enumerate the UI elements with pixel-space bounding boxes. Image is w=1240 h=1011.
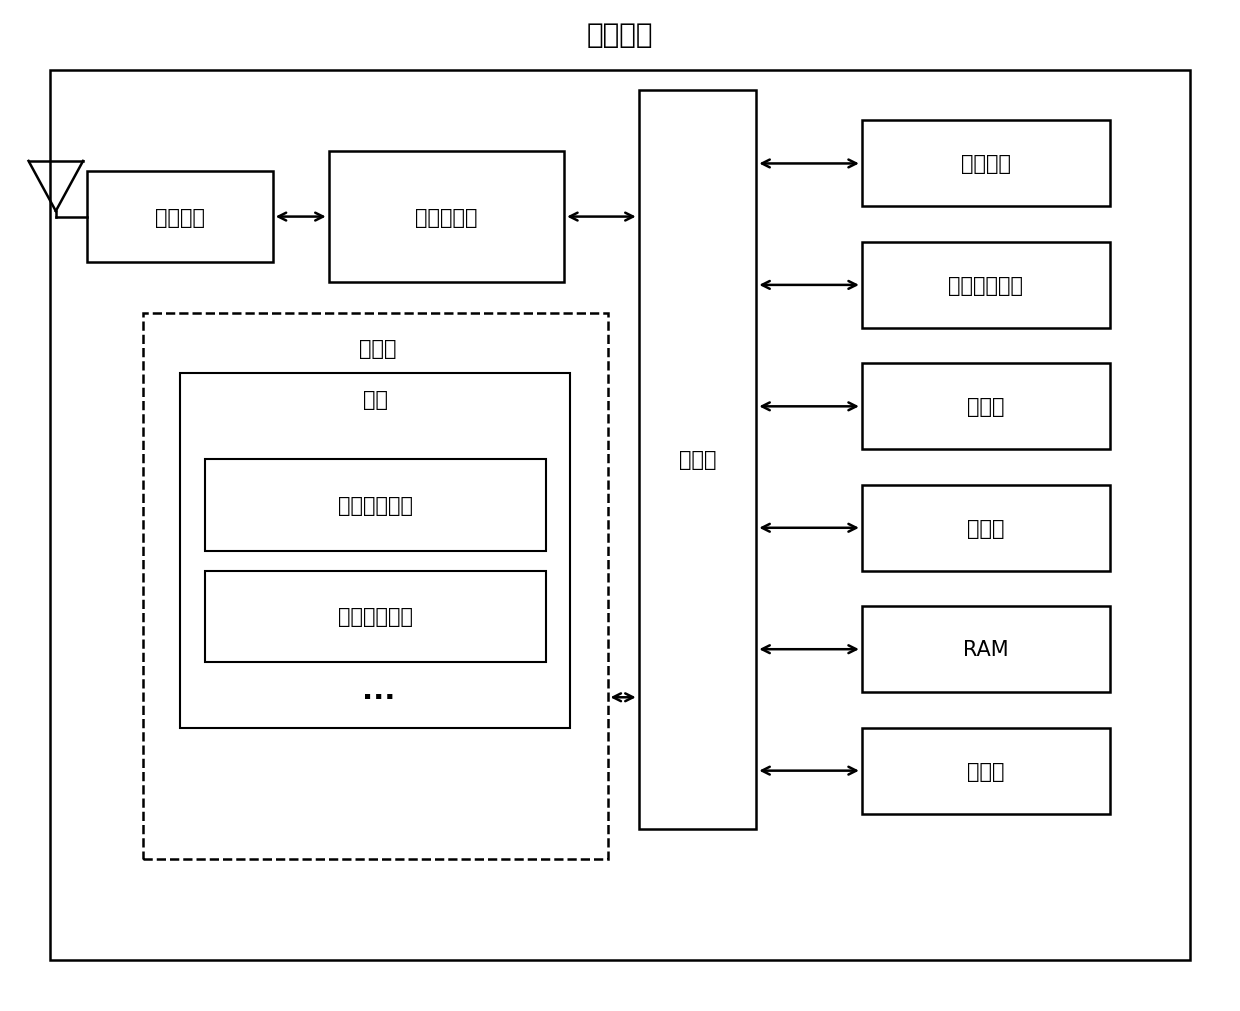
Text: 存储器: 存储器	[360, 339, 397, 359]
Bar	[50, 71, 1190, 960]
Bar	[862, 607, 1110, 693]
Text: RAM: RAM	[963, 640, 1008, 659]
Bar	[87, 172, 273, 263]
Text: 程序: 程序	[362, 389, 388, 409]
Text: 增强现实功能: 增强现实功能	[337, 607, 413, 627]
Bar	[205, 460, 546, 551]
Bar	[862, 243, 1110, 329]
Text: 眼球追踪功能: 眼球追踪功能	[337, 495, 413, 516]
Bar	[180, 374, 570, 728]
Text: 电子设备: 电子设备	[587, 21, 653, 50]
Bar	[329, 152, 564, 283]
Text: 通信接口: 通信接口	[155, 207, 205, 227]
Text: 信号处理器: 信号处理器	[415, 207, 477, 227]
Text: ···: ···	[362, 683, 394, 712]
Text: 传感器: 传感器	[967, 761, 1004, 780]
Text: 处理器: 处理器	[678, 450, 717, 470]
Bar	[862, 121, 1110, 207]
Text: 增强现实模组: 增强现实模组	[949, 276, 1023, 295]
Bar	[205, 571, 546, 662]
Bar	[862, 485, 1110, 571]
Text: 触控屏: 触控屏	[967, 397, 1004, 417]
Bar	[862, 364, 1110, 450]
Text: 摄像模组: 摄像模组	[961, 155, 1011, 174]
Text: 麦克风: 麦克风	[967, 519, 1004, 538]
Bar	[143, 313, 608, 859]
Bar	[862, 728, 1110, 814]
Bar	[639, 91, 756, 829]
